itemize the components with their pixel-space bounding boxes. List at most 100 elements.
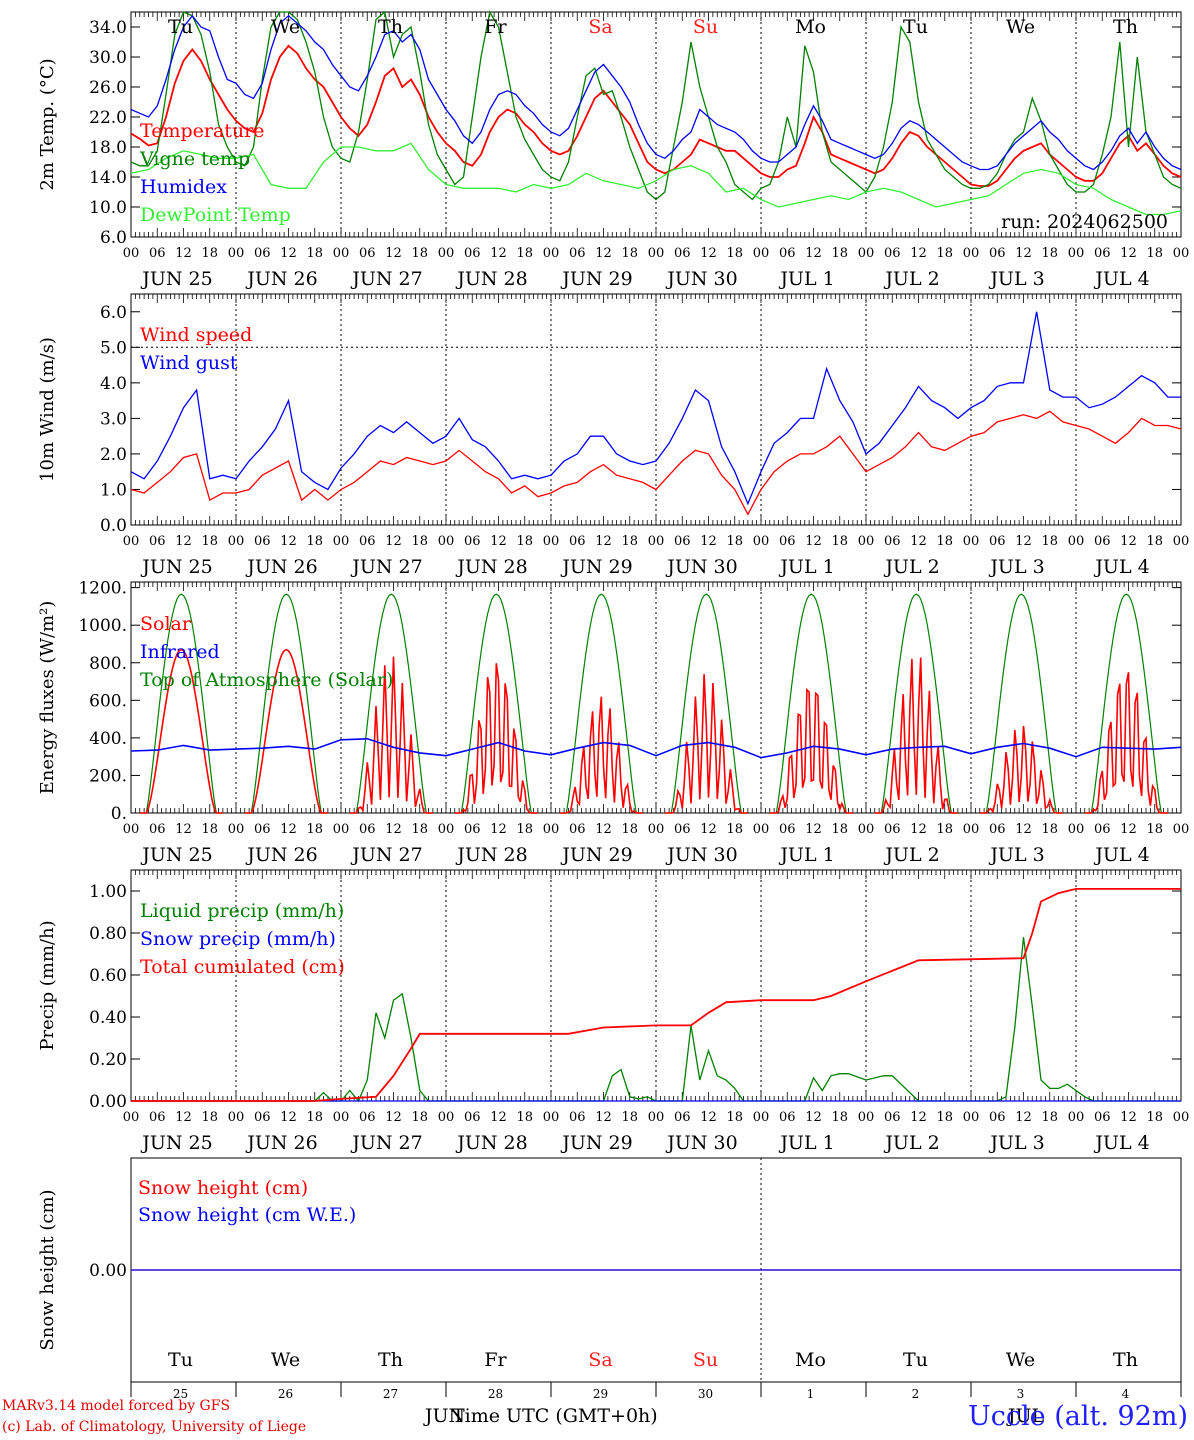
temperature-hour-tick-label: 00	[1173, 246, 1190, 261]
wind-hour-tick-label: 18	[1146, 534, 1163, 549]
precip-hour-tick-label: 18	[936, 1110, 953, 1125]
wind-hour-tick-label: 00	[753, 534, 770, 549]
energy-hour-tick-label: 00	[1173, 822, 1190, 837]
temperature-legend-0: Temperature	[140, 120, 264, 142]
wind-hour-tick-label: 06	[569, 534, 586, 549]
weekday-label-bottom: Th	[1113, 1349, 1138, 1371]
wind-ytick-label: 4.0	[100, 374, 127, 394]
energy-date-label: JUL 1	[778, 844, 834, 866]
precip-date-label: JUN 26	[245, 1132, 317, 1154]
wind-hour-tick-label: 12	[280, 534, 297, 549]
snow-legend-1: Snow height (cm W.E.)	[138, 1204, 356, 1226]
temperature-legend-3: DewPoint Temp	[140, 204, 291, 226]
temperature-hour-tick-label: 06	[884, 246, 901, 261]
energy-hour-tick-label: 18	[1041, 822, 1058, 837]
precip-ytick-label: 0.20	[89, 1050, 127, 1070]
energy-hour-tick-label: 00	[753, 822, 770, 837]
wind-hour-tick-label: 00	[963, 534, 980, 549]
energy-date-label: JUN 25	[140, 844, 212, 866]
precip-date-label: JUN 27	[350, 1132, 422, 1154]
snow-ytick-label: 0.00	[89, 1261, 127, 1281]
wind-legend-0: Wind speed	[140, 324, 252, 346]
wind-hour-tick-label: 18	[936, 534, 953, 549]
temperature-ytick-label: 26.0	[89, 78, 127, 98]
energy-hour-tick-label: 12	[280, 822, 297, 837]
energy-hour-tick-label: 06	[989, 822, 1006, 837]
temperature-hour-tick-label: 12	[805, 246, 822, 261]
wind-date-label: JUL 3	[988, 556, 1044, 578]
wind-hour-tick-label: 12	[175, 534, 192, 549]
energy-hour-tick-label: 06	[884, 822, 901, 837]
precip-hour-tick-label: 12	[595, 1110, 612, 1125]
energy-ytick-label: 0.	[111, 804, 127, 824]
wind-date-label: JUN 30	[665, 556, 737, 578]
precip-hour-tick-label: 06	[884, 1110, 901, 1125]
energy-date-label: JUL 3	[988, 844, 1044, 866]
temperature-ytick-label: 22.0	[89, 108, 127, 128]
wind-hour-tick-label: 18	[516, 534, 533, 549]
precip-hour-tick-label: 12	[385, 1110, 402, 1125]
wind-hour-tick-label: 06	[149, 534, 166, 549]
energy-hour-tick-label: 12	[910, 822, 927, 837]
wind-hour-tick-label: 12	[700, 534, 717, 549]
precip-hour-tick-label: 00	[858, 1110, 875, 1125]
precip-hour-tick-label: 00	[543, 1110, 560, 1125]
wind-hour-tick-label: 18	[306, 534, 323, 549]
temperature-hour-tick-label: 00	[1068, 246, 1085, 261]
precip-hour-tick-label: 00	[1173, 1110, 1190, 1125]
precip-hour-tick-label: 18	[201, 1110, 218, 1125]
energy-date-label: JUN 29	[560, 844, 632, 866]
precip-hour-tick-label: 12	[1015, 1110, 1032, 1125]
weekday-label-top: Tu	[168, 16, 193, 38]
energy-hour-tick-label: 18	[306, 822, 323, 837]
precip-ytick-label: 0.60	[89, 966, 127, 986]
energy-hour-tick-label: 00	[963, 822, 980, 837]
energy-hour-tick-label: 18	[831, 822, 848, 837]
energy-legend-1: Infrared	[140, 641, 220, 663]
temperature-hour-tick-label: 12	[280, 246, 297, 261]
temperature-hour-tick-label: 18	[726, 246, 743, 261]
energy-date-label: JUN 30	[665, 844, 737, 866]
wind-hour-tick-label: 06	[884, 534, 901, 549]
energy-hour-tick-label: 12	[595, 822, 612, 837]
precip-hour-tick-label: 12	[280, 1110, 297, 1125]
day-number-label: 28	[488, 1387, 503, 1401]
energy-hour-tick-label: 18	[411, 822, 428, 837]
day-number-label: 29	[593, 1387, 608, 1401]
precip-hour-tick-label: 12	[700, 1110, 717, 1125]
temperature-ytick-label: 18.0	[89, 138, 127, 158]
energy-hour-tick-label: 18	[1146, 822, 1163, 837]
temperature-hour-tick-label: 12	[700, 246, 717, 261]
wind-hour-tick-label: 12	[805, 534, 822, 549]
energy-hour-tick-label: 06	[464, 822, 481, 837]
wind-hour-tick-label: 12	[1120, 534, 1137, 549]
wind-date-label: JUN 26	[245, 556, 317, 578]
total-cumulated-cm-line	[131, 888, 1181, 1102]
precip-date-label: JUL 1	[778, 1132, 834, 1154]
energy-hour-tick-label: 12	[805, 822, 822, 837]
weekday-label-top: We	[1006, 16, 1035, 38]
day-number-label: 1	[807, 1387, 815, 1401]
weekday-label-top: Sa	[588, 16, 612, 38]
temperature-hour-tick-label: 18	[831, 246, 848, 261]
temperature-hour-tick-label: 06	[989, 246, 1006, 261]
lab-credit: (c) Lab. of Climatology, University of L…	[2, 1419, 307, 1435]
precip-date-label: JUL 4	[1093, 1132, 1149, 1154]
temperature-date-label: JUN 28	[455, 268, 527, 290]
temperature-hour-tick-label: 06	[254, 246, 271, 261]
precip-ytick-label: 0.80	[89, 924, 127, 944]
day-number-label: 3	[1017, 1387, 1025, 1401]
wind-ytick-label: 3.0	[100, 409, 127, 429]
temperature-hour-tick-label: 00	[228, 246, 245, 261]
month-label-jun: JUN	[423, 1405, 465, 1427]
precip-hour-tick-label: 00	[228, 1110, 245, 1125]
wind-hour-tick-label: 06	[1094, 534, 1111, 549]
wind-hour-tick-label: 12	[910, 534, 927, 549]
wind-hour-tick-label: 18	[201, 534, 218, 549]
wind-ytick-label: 5.0	[100, 338, 127, 358]
precip-hour-tick-label: 18	[831, 1110, 848, 1125]
wind-hour-tick-label: 06	[674, 534, 691, 549]
wind-ytick-label: 1.0	[100, 480, 127, 500]
precip-hour-tick-label: 18	[1146, 1110, 1163, 1125]
